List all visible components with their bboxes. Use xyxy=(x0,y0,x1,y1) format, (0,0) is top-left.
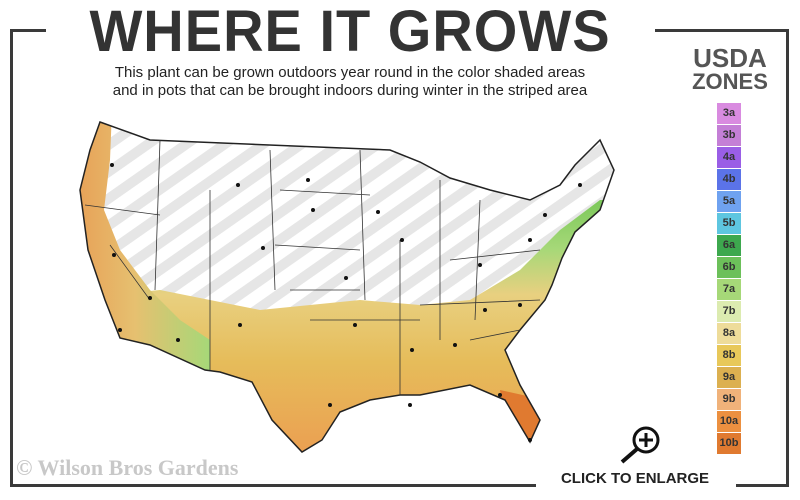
click-to-enlarge-button[interactable]: CLICK TO ENLARGE xyxy=(560,470,710,487)
frame-left xyxy=(10,29,13,487)
legend-zone-10b: 10b xyxy=(717,433,741,455)
legend-title: USDA ZONES xyxy=(680,43,780,94)
us-outline xyxy=(79,121,615,453)
usda-zone-legend: 3a 3b 4a 4b 5a 5b 6a 6b 7a 7b 8a 8b 9a 9b 10a 10b xyxy=(717,103,741,455)
legend-zone-4b: 4b xyxy=(717,169,741,191)
frame-bottom-right xyxy=(736,484,789,487)
legend-zone-6a: 6a xyxy=(717,235,741,257)
subtitle-line-2: and in pots that can be brought indoors … xyxy=(112,82,588,99)
legend-zone-3b: 3b xyxy=(717,125,741,147)
subtitle: This plant can be grown outdoors year ro… xyxy=(50,64,650,100)
frame-right xyxy=(786,29,789,487)
legend-zone-8b: 8b xyxy=(717,345,741,367)
legend-zone-4a: 4a xyxy=(717,147,741,169)
state-borders xyxy=(84,139,541,395)
legend-zone-10a: 10a xyxy=(717,411,741,433)
legend-zone-8a: 8a xyxy=(717,323,741,345)
legend-zone-3a: 3a xyxy=(717,103,741,125)
copyright-watermark: © Wilson Bros Gardens xyxy=(16,455,239,480)
legend-zone-5b: 5b xyxy=(717,213,741,235)
legend-title-line-1: USDA xyxy=(693,43,767,73)
subtitle-line-1: This plant can be grown outdoors year ro… xyxy=(114,64,586,81)
legend-zone-9a: 9a xyxy=(717,367,741,389)
frame-top-left xyxy=(10,29,46,32)
frame-top-right xyxy=(655,29,789,32)
frame-bottom-left xyxy=(10,484,536,487)
legend-zone-6b: 6b xyxy=(717,257,741,279)
page-title: WHERE IT GROWS xyxy=(89,0,611,64)
legend-zone-5a: 5a xyxy=(717,191,741,213)
legend-zone-7a: 7a xyxy=(717,279,741,301)
legend-title-line-2: ZONES xyxy=(692,69,768,94)
legend-zone-7b: 7b xyxy=(717,301,741,323)
city-dots xyxy=(110,163,582,442)
magnifier-plus-icon[interactable] xyxy=(618,424,664,464)
legend-zone-9b: 9b xyxy=(717,389,741,411)
